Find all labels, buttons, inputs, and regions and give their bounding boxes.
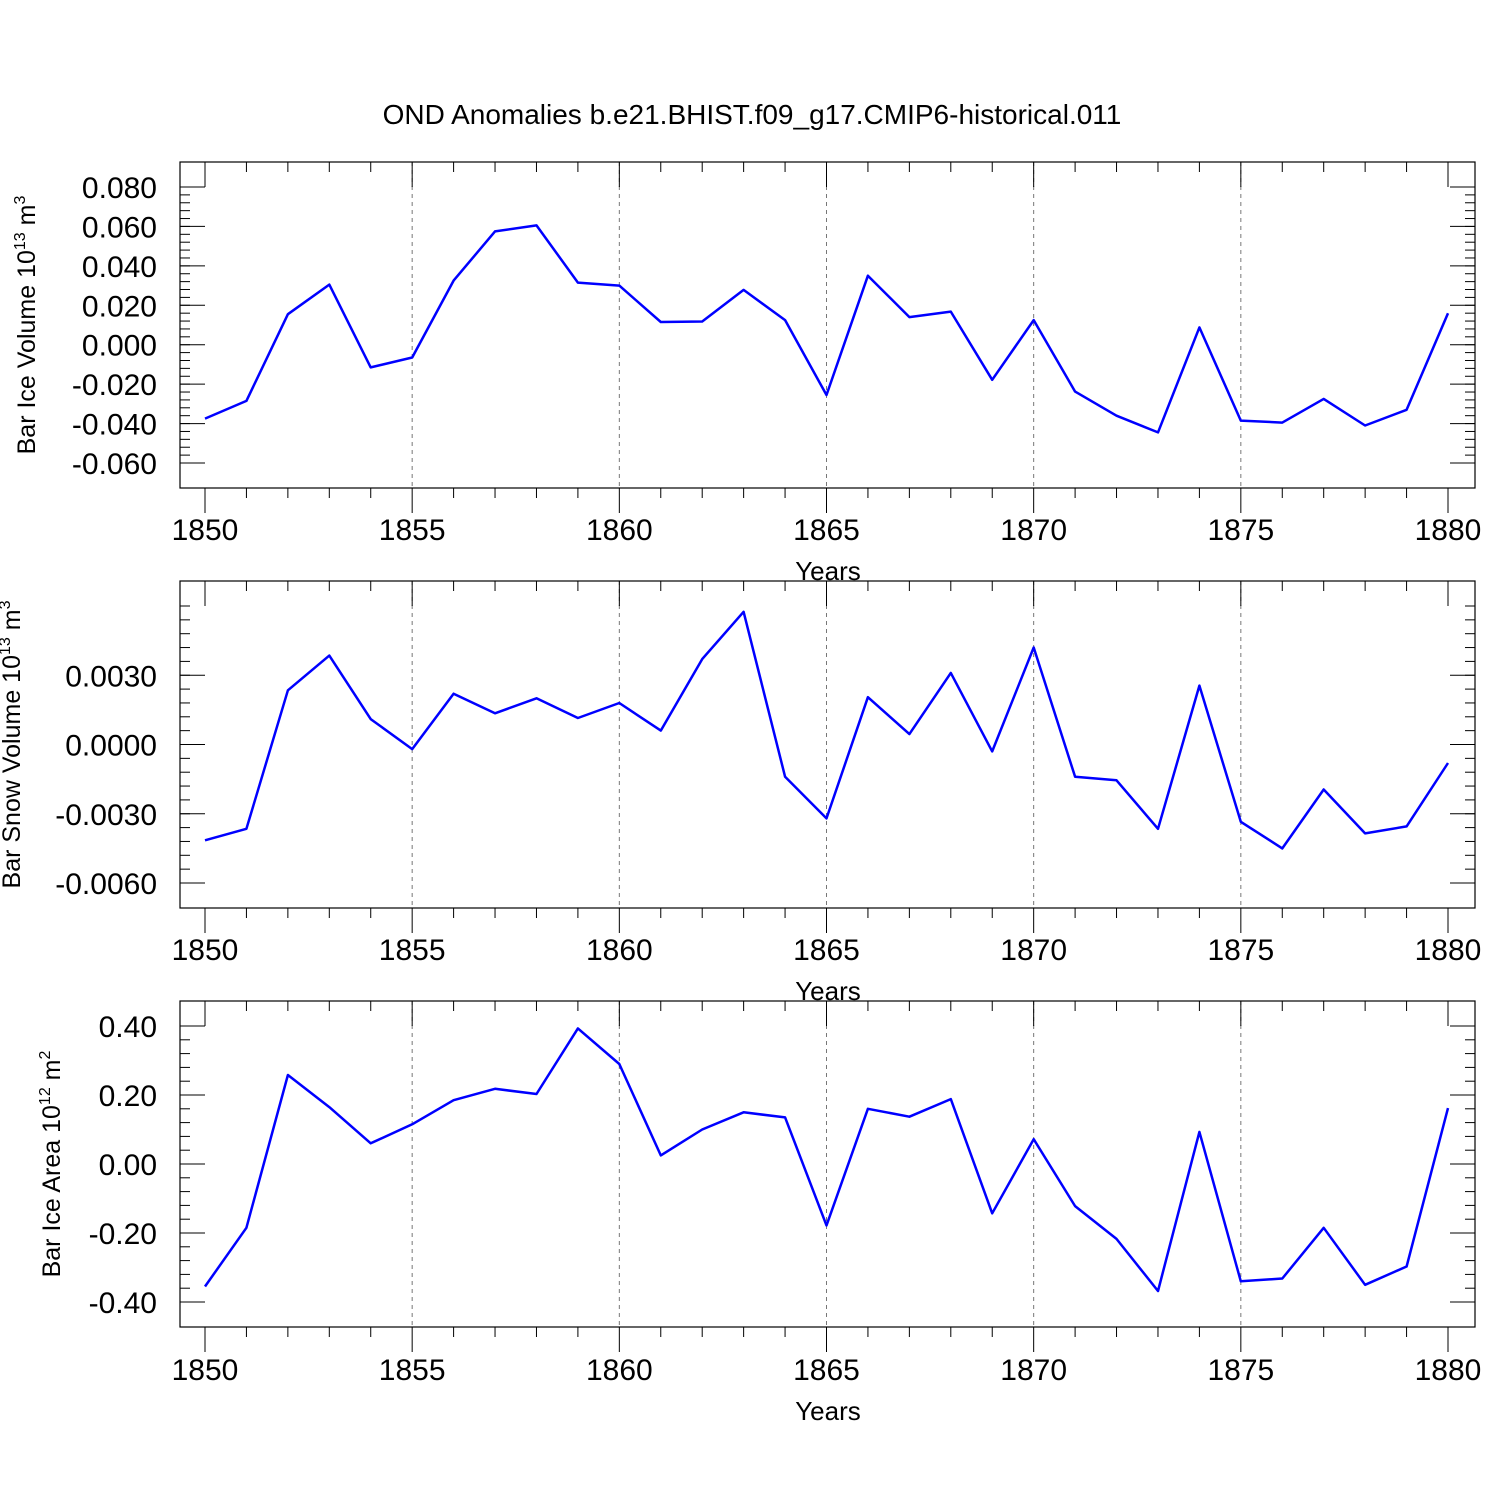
y-axis-title-unit-exponent: 3 [0,600,14,609]
y-tick-label: 0.00 [99,1149,157,1182]
y-tick-label: -0.040 [72,409,157,442]
x-tick-label: 1870 [1000,514,1067,547]
x-tick-label: 1875 [1207,934,1274,967]
series-line [203,1027,1450,1293]
y-tick-label: 0.0030 [65,660,157,693]
panel-1: 0.080 0.060 0.040 0.020 0.000 -0.020 -0.040 -0.… [12,161,1482,586]
x-tick-label: 1875 [1207,514,1274,547]
x-tick-label: 1865 [793,1354,860,1387]
x-tick-label: 1855 [379,934,446,967]
y-axis-title: Bar Ice Volume 1013 m3 [12,196,41,455]
x-tick-label: 1865 [793,514,860,547]
x-tick-label: 1880 [1415,934,1482,967]
y-tick-label: -0.0060 [55,868,157,901]
x-tick-label: 1850 [172,934,239,967]
y-tick-label: -0.0030 [55,799,157,832]
x-tick-label: 1850 [172,514,239,547]
y-tick-label: 0.000 [82,330,157,363]
y-tick-label: -0.40 [89,1287,157,1320]
y-tick-label: 0.020 [82,290,157,323]
panel-3: 0.40 0.20 0.00 -0.20 -0.40 1850 1855 1860 1865 18… [37,1000,1482,1426]
y-axis-title: Bar Ice Area 1012 m2 [37,1051,66,1278]
plot-frame [179,161,1476,489]
y-axis-title-unit: m [38,1060,66,1088]
y-tick-label: 0.040 [82,251,157,284]
y-tick-label: -0.060 [72,448,157,481]
x-tick-label: 1855 [379,514,446,547]
x-tick-label: 1880 [1415,1354,1482,1387]
y-axis-title-exponent: 13 [12,232,29,250]
plot-frame [179,580,1476,909]
y-axis-title: Bar Snow Volume 1013 m3 [0,600,26,888]
x-tick-label: 1860 [586,934,653,967]
x-tick-label: 1860 [586,1354,653,1387]
y-tick-label: 0.080 [82,172,157,205]
y-tick-label: 0.060 [82,211,157,244]
x-tick-label: 1870 [1000,934,1067,967]
x-tick-label: 1855 [379,1354,446,1387]
y-axis-title-unit-exponent: 2 [37,1051,54,1060]
series-line [204,610,1450,850]
x-axis-title: Years [795,1396,861,1426]
figure-title: OND Anomalies b.e21.BHIST.f09_g17.CMIP6-… [383,99,1122,130]
x-tick-label: 1865 [793,934,860,967]
y-axis-title-main: Bar Snow Volume 10 [0,655,26,888]
y-axis-title-main: Bar Ice Area 10 [38,1105,66,1277]
y-axis-title-main: Bar Ice Volume 10 [13,250,41,454]
y-tick-label: 0.20 [99,1080,157,1113]
y-axis-title-exponent: 12 [37,1087,54,1105]
x-tick-label: 1860 [586,514,653,547]
panel-2: 0.0030 0.0000 -0.0030 -0.0060 1850 1855 1860 18… [0,580,1482,1006]
y-axis-title-unit: m [13,205,41,233]
y-axis-title-unit: m [0,609,26,637]
series-line [204,224,1450,434]
x-tick-label: 1875 [1207,1354,1274,1387]
y-tick-label: -0.20 [89,1218,157,1251]
x-tick-label: 1850 [172,1354,239,1387]
y-tick-label: -0.020 [72,369,157,402]
y-tick-label: 0.40 [99,1011,157,1044]
y-tick-label: 0.0000 [65,730,157,763]
x-tick-label: 1880 [1415,514,1482,547]
x-tick-label: 1870 [1000,1354,1067,1387]
y-axis-title-exponent: 13 [0,637,14,655]
y-axis-title-unit-exponent: 3 [12,196,29,205]
